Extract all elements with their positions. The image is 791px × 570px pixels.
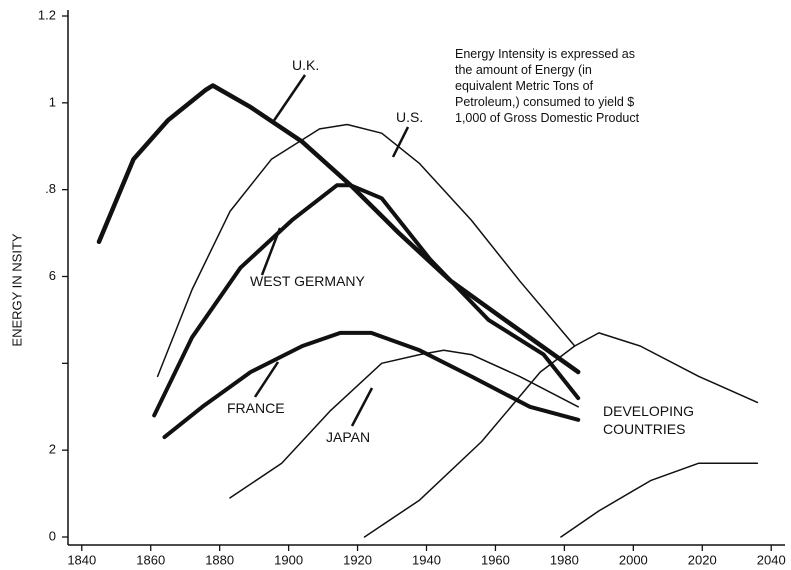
y-tick-label: 6: [49, 268, 56, 283]
series-label: FRANCE: [227, 400, 285, 416]
x-tick-label: 2020: [688, 552, 717, 567]
x-tick-label: 1980: [550, 552, 579, 567]
series-label: JAPAN: [326, 429, 371, 445]
x-tick-label: 1860: [136, 552, 165, 567]
x-tick-label: 1920: [343, 552, 372, 567]
x-tick-label: 1880: [205, 552, 234, 567]
leader-line: [271, 74, 307, 123]
leader-line: [260, 227, 282, 276]
y-tick-label: 1.2: [38, 7, 56, 22]
y-tick-label: 1: [49, 94, 56, 109]
series-line: [162, 330, 581, 440]
y-tick-label: .8: [45, 181, 56, 196]
series-line: [229, 349, 579, 499]
x-tick-label: 2040: [757, 552, 786, 567]
series-line: [560, 462, 759, 538]
series-label: U.K.: [292, 57, 320, 73]
y-tick-label: 0: [49, 528, 56, 543]
y-axis-label: ENERGY IN NSITY: [9, 233, 24, 347]
leader-line: [350, 387, 374, 427]
leader-line: [253, 361, 280, 398]
leader-line: [391, 126, 410, 158]
x-tick-label: 1940: [412, 552, 441, 567]
x-tick-label: 1900: [274, 552, 303, 567]
series-line: [156, 123, 576, 378]
x-tick-label: 2000: [619, 552, 648, 567]
series-line: [152, 183, 581, 418]
series-label: WEST GERMANY: [250, 273, 365, 289]
series-line: [363, 332, 759, 538]
annotation: Energy Intensity is expressed as the amo…: [455, 47, 640, 125]
y-tick-label: 2: [49, 442, 56, 457]
series-label: DEVELOPING COUNTRIES: [603, 403, 695, 437]
x-tick-label: 1960: [481, 552, 510, 567]
series-label: U.S.: [396, 109, 424, 125]
x-tick-label: 1840: [67, 552, 96, 567]
